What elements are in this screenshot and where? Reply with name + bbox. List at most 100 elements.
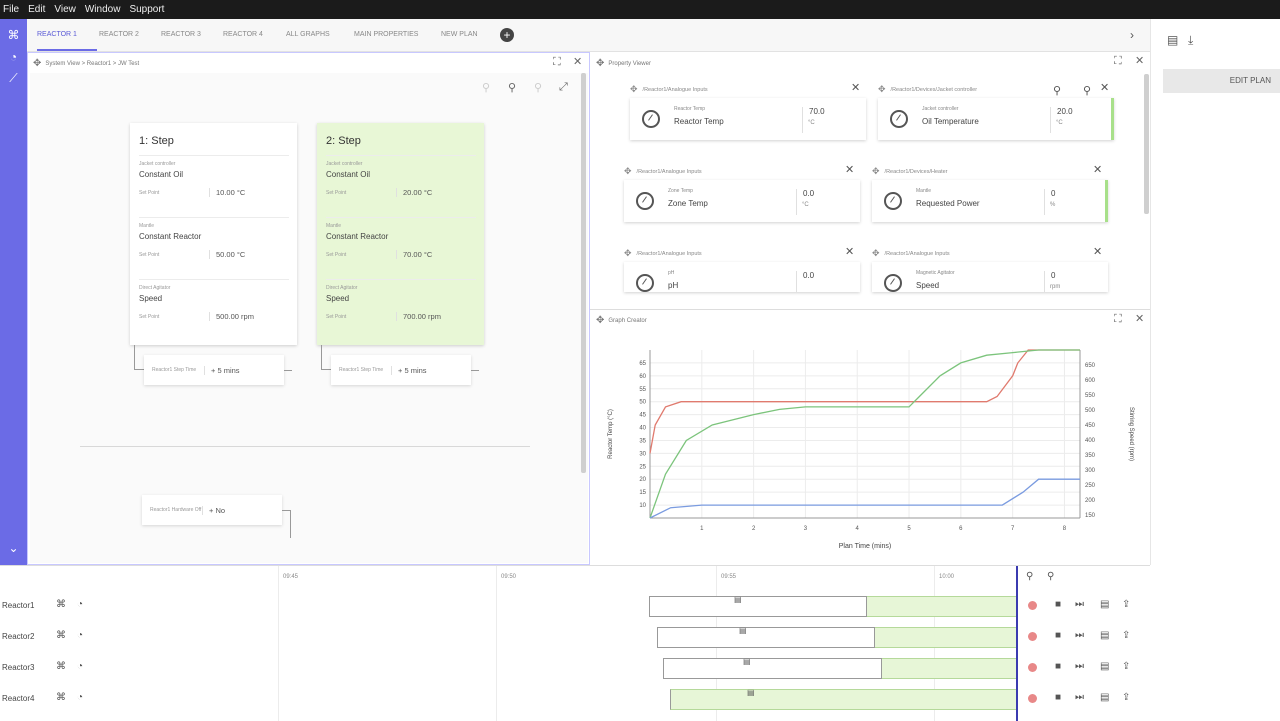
expand-icon[interactable]: ⛶ [553,56,561,68]
stop-icon[interactable]: ■ [1055,661,1062,672]
stop-icon[interactable]: ■ [1055,692,1062,703]
step-time-box-2[interactable]: Reactor1 Step Time + 5 mins [331,355,471,385]
skip-icon[interactable]: ⏭ [1075,692,1084,703]
move-icon[interactable]: ✥ [872,248,880,258]
step-bar[interactable] [649,596,867,617]
note-icon[interactable]: ▤ [747,688,755,697]
gauge-icon[interactable]: ◔ [77,599,84,610]
line-chart[interactable]: 1 2 3 4 5 6 7 810152025303540455055606515020025… [590,320,1150,565]
workflow-icon[interactable]: ⌘ [56,599,66,610]
menu-edit[interactable]: Edit [28,4,46,15]
timeline-row[interactable]: Reactor2 ⌘ ◔ ▤ ■ ⏭ ▤ ⇪ [0,624,1150,655]
tab-reactor-4[interactable]: REACTOR 4 [223,31,263,38]
note-icon[interactable]: ▤ [743,657,751,666]
gauge-icon[interactable]: ◔ [77,692,84,703]
export-icon[interactable]: ⇪ [1122,692,1131,703]
step-bar-active[interactable] [875,627,1016,648]
notes-icon[interactable]: ▤ [1100,692,1110,703]
tab-new-plan[interactable]: NEW PLAN [441,31,478,38]
property-card[interactable]: ✥ /Reactor1/Analogue Inputs ✕ Zone Temp Z… [624,164,860,222]
chevron-down-icon[interactable]: ⌄ [8,541,19,555]
record-icon[interactable] [1028,601,1037,610]
stop-icon[interactable]: ■ [1055,599,1062,610]
search-icon[interactable]: ⚲ [1083,85,1092,97]
chevron-right-icon[interactable]: › [1130,28,1134,42]
zoom-out-icon[interactable]: ⚲ [482,82,491,94]
step-card-1[interactable]: 1: Step Jacket controller Constant Oil S… [130,123,297,345]
menu-support[interactable]: Support [129,4,165,15]
search-icon[interactable]: ⚲ [1053,85,1062,97]
property-card[interactable]: ✥ /Reactor1/Analogue Inputs ✕ pH pH 0.0 [624,246,860,292]
workflow-icon[interactable]: ⌘ [56,630,66,641]
close-icon[interactable]: ✕ [573,56,583,68]
workflow-icon[interactable]: ⌘ [56,661,66,672]
step-section[interactable]: Mantle Constant Reactor Set Point 70.00 °… [326,217,476,259]
workflow-icon[interactable]: ⌘ [56,692,66,703]
export-icon[interactable]: ⇪ [1122,630,1131,641]
close-icon[interactable]: ✕ [1135,313,1145,325]
step-time-box-1[interactable]: Reactor1 Step Time + 5 mins [144,355,284,385]
skip-icon[interactable]: ⏭ [1075,599,1084,610]
step-section[interactable]: Jacket controller Constant Oil Set Point… [139,155,289,197]
close-icon[interactable]: ✕ [1093,164,1103,176]
close-icon[interactable]: ✕ [845,164,855,176]
menu-view[interactable]: View [54,4,76,15]
step-bar[interactable] [663,658,882,679]
save-plan-icon[interactable]: ▤ [1167,33,1179,47]
step-section[interactable]: Jacket controller Constant Oil Set Point… [326,155,476,197]
step-bar-active[interactable] [670,689,1016,710]
move-icon[interactable]: ✥ [624,248,632,258]
gauge-icon[interactable]: ◔ [77,630,84,641]
record-icon[interactable] [1028,632,1037,641]
close-icon[interactable]: ✕ [1100,82,1110,94]
step-card-2[interactable]: 2: Step Jacket controller Constant Oil S… [317,123,484,345]
plan-canvas[interactable]: ⚲ ⚲ ⚲ ⤢ 1: Step Jacket controller Consta… [30,73,588,563]
close-icon[interactable]: ✕ [851,82,861,94]
zoom-in-icon[interactable]: ⚲ [534,82,543,94]
close-icon[interactable]: ✕ [845,246,855,258]
vertical-scrollbar[interactable] [581,73,586,473]
record-icon[interactable] [1028,694,1037,703]
step-bar[interactable] [657,627,875,648]
timeline-row[interactable]: Reactor1 ⌘ ◔ ▤ ■ ⏭ ▤ ⇪ [0,593,1150,624]
step-section[interactable]: Direct Agitator Speed Set Point 700.00 rp… [326,279,476,321]
record-icon[interactable] [1028,663,1037,672]
tab-reactor-2[interactable]: REACTOR 2 [99,31,139,38]
timeline-row[interactable]: Reactor4 ⌘ ◔ ▤ ■ ⏭ ▤ ⇪ [0,686,1150,717]
tab-reactor-3[interactable]: REACTOR 3 [161,31,201,38]
vertical-scrollbar[interactable] [1144,74,1149,214]
fit-view-icon[interactable]: ⤢ [559,81,568,93]
notes-icon[interactable]: ▤ [1100,599,1110,610]
gauge-icon[interactable]: ◔ [77,661,84,672]
step-section[interactable]: Mantle Constant Reactor Set Point 50.00 °… [139,217,289,259]
note-icon[interactable]: ▤ [734,595,742,604]
tab-main-properties[interactable]: MAIN PROPERTIES [354,31,419,38]
tab-reactor-1[interactable]: REACTOR 1 [37,31,77,38]
notes-icon[interactable]: ▤ [1100,661,1110,672]
gauge-icon[interactable]: ◔ [9,50,18,64]
skip-icon[interactable]: ⏭ [1075,661,1084,672]
chart-icon[interactable]: ⟋ [9,71,18,85]
note-icon[interactable]: ▤ [739,626,747,635]
close-icon[interactable]: ✕ [1135,55,1145,67]
notes-icon[interactable]: ▤ [1100,630,1110,641]
move-icon[interactable]: ✥ [33,58,42,69]
move-icon[interactable]: ✥ [596,58,605,69]
timeline-row[interactable]: Reactor3 ⌘ ◔ ▤ ■ ⏭ ▤ ⇪ [0,655,1150,686]
expand-icon[interactable]: ⛶ [1114,55,1122,67]
export-icon[interactable]: ⇪ [1122,599,1131,610]
close-icon[interactable]: ✕ [1093,246,1103,258]
zoom-icon[interactable]: ⚲ [508,82,517,94]
hardware-off-box[interactable]: Reactor1 Hardware Off + No [142,495,282,525]
step-bar-active[interactable] [867,596,1016,617]
skip-icon[interactable]: ⏭ [1075,630,1084,641]
move-icon[interactable]: ✥ [630,84,638,94]
expand-icon[interactable]: ⛶ [1114,313,1122,325]
zoom-in-icon[interactable]: ⚲ [1026,571,1034,582]
stop-icon[interactable]: ■ [1055,630,1062,641]
add-tab-icon[interactable]: + [500,28,514,42]
move-icon[interactable]: ✥ [872,166,880,176]
property-card[interactable]: ✥ /Reactor1/Analogue Inputs ✕ Reactor Tem… [630,82,866,140]
property-card[interactable]: ✥ /Reactor1/Analogue Inputs ✕ Magnetic Ag… [872,246,1108,292]
move-icon[interactable]: ✥ [596,315,605,326]
